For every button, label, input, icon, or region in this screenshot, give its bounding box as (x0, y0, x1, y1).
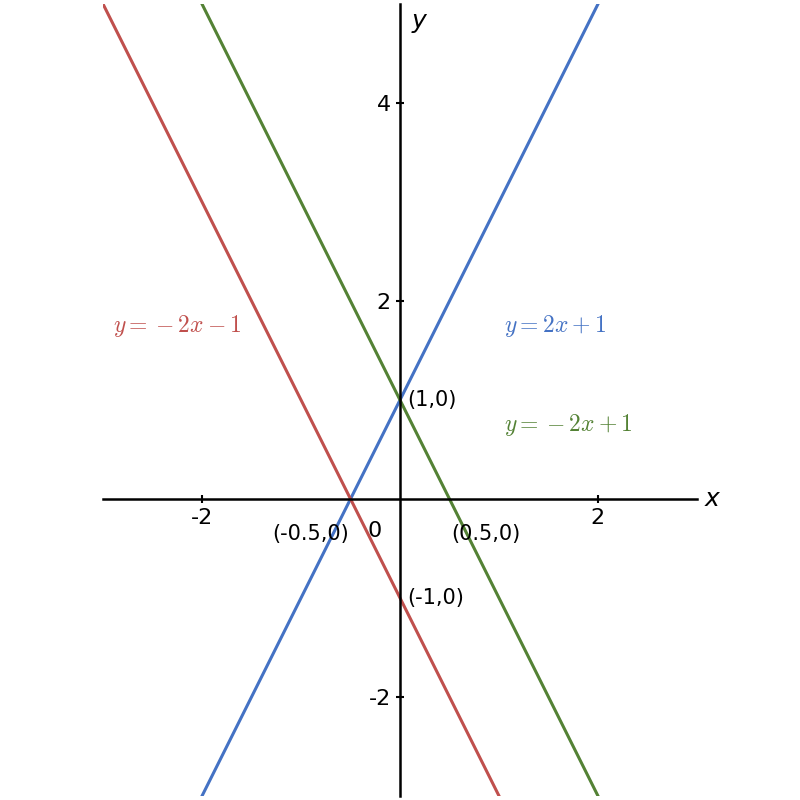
Text: (0.5,0): (0.5,0) (451, 524, 521, 544)
Text: y: y (412, 9, 426, 33)
Text: (-1,0): (-1,0) (407, 588, 464, 608)
Text: x: x (705, 487, 719, 511)
Text: $y = 2x + 1$: $y = 2x + 1$ (504, 313, 606, 338)
Text: (-0.5,0): (-0.5,0) (272, 524, 349, 544)
Text: $y = -2x + 1$: $y = -2x + 1$ (504, 412, 633, 438)
Text: $y = -2x - 1$: $y = -2x - 1$ (113, 313, 242, 338)
Text: (1,0): (1,0) (407, 390, 456, 410)
Text: 0: 0 (368, 521, 382, 541)
